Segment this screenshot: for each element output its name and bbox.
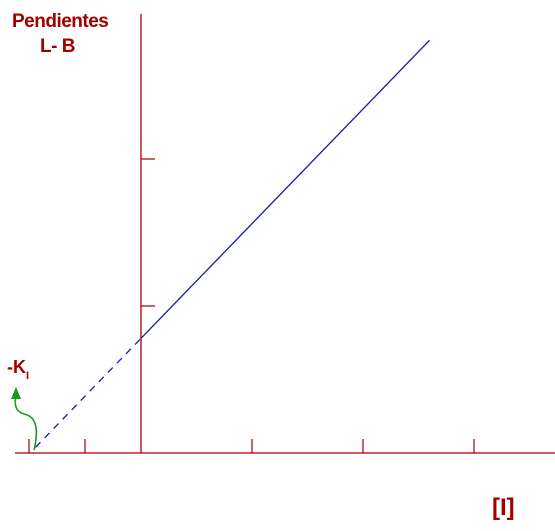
intercept-label-subscript: I [26,370,29,382]
series-line [140,39,431,339]
intercept-arrow [14,395,38,451]
y-axis-label-line1: Pendientes [12,11,108,32]
y-axis-label-line2: L- B [40,36,75,57]
series-extrapolation-dashed [35,337,142,448]
x-axis-label: [I] [492,494,515,521]
ticks [28,158,475,453]
axes [15,14,555,454]
intercept-label: -KI [7,357,29,382]
intercept-arrow-head [11,387,21,399]
intercept-label-main: -K [7,357,26,377]
